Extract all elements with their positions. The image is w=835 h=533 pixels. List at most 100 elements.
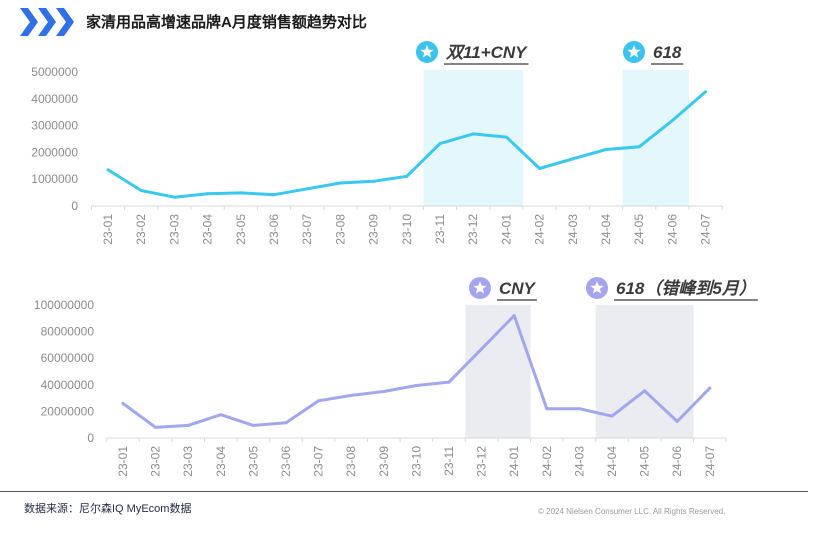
y-tick-label: 0	[87, 431, 94, 445]
data-point	[577, 407, 581, 411]
chevron-arrows-icon	[20, 8, 74, 36]
x-tick-label: 24-03	[566, 214, 580, 245]
x-tick-label: 23-06	[279, 446, 293, 477]
x-tick-label: 24-03	[572, 446, 586, 477]
x-tick-label: 23-03	[181, 446, 195, 477]
x-tick-label: 23-06	[267, 214, 281, 245]
highlight-band-0	[465, 305, 531, 438]
data-point	[284, 421, 288, 425]
x-tick-label: 24-02	[533, 214, 547, 245]
data-point	[121, 401, 125, 405]
chart-top: 5000000 4000000 3000000 2000000 1000000 0 23-0…	[31, 41, 723, 245]
x-tick-label: 24-07	[699, 214, 713, 245]
y-tick-label: 2000000	[31, 145, 78, 159]
y-tick-label: 60000000	[41, 351, 95, 365]
y-tick-label: 40000000	[41, 378, 95, 392]
x-tick-label: 23-04	[214, 446, 228, 477]
star-icon	[627, 45, 641, 58]
data-point	[708, 386, 712, 390]
x-tick-label: 23-12	[475, 446, 489, 477]
data-point	[610, 414, 614, 418]
data-point	[251, 423, 255, 427]
data-point	[186, 423, 190, 427]
x-tick-label: 24-06	[665, 214, 679, 245]
chevron-3	[56, 8, 74, 36]
data-point	[438, 142, 442, 146]
footer-divider	[0, 491, 808, 492]
x-tick-label: 24-02	[540, 446, 554, 477]
x-tick-label: 23-04	[201, 214, 215, 245]
x-tick-label: 24-01	[507, 446, 521, 477]
data-point	[372, 179, 376, 183]
x-tick-label: 23-03	[167, 214, 181, 245]
data-point	[704, 90, 708, 94]
chevron-1	[20, 8, 38, 36]
x-tick-label: 23-12	[466, 214, 480, 245]
x-tick-label: 23-09	[367, 214, 381, 245]
copyright: © 2024 Nielsen Consumer LLC. All Rights …	[538, 507, 726, 516]
data-point	[512, 314, 516, 318]
x-tick-label: 23-02	[149, 446, 163, 477]
data-point	[272, 193, 276, 197]
chevron-2	[38, 8, 56, 36]
data-point	[545, 407, 549, 411]
data-point	[480, 347, 484, 351]
x-tick-label: 23-09	[377, 446, 391, 477]
y-tick-label: 1000000	[31, 172, 78, 186]
data-point	[239, 191, 243, 195]
y-tick-label: 100000000	[34, 298, 94, 312]
data-point	[106, 168, 110, 172]
data-point	[604, 147, 608, 151]
x-tick-label: 23-07	[300, 214, 314, 245]
data-point	[305, 187, 309, 191]
x-tick-label: 23-01	[101, 214, 115, 245]
data-source: 数据来源：尼尔森IQ MyEcom数据	[24, 503, 192, 515]
data-point	[382, 389, 386, 393]
series-line	[106, 90, 708, 199]
data-point	[637, 145, 641, 149]
y-tick-label: 4000000	[31, 92, 78, 106]
x-tick-label: 23-08	[344, 446, 358, 477]
highlight-label: 618	[653, 43, 682, 62]
y-tick-label: 80000000	[41, 325, 95, 339]
x-tick-label: 23-08	[333, 214, 347, 245]
y-tick-label: 5000000	[31, 65, 78, 79]
chart-bottom: 100000000 80000000 60000000 40000000 2000000…	[34, 277, 758, 477]
x-tick-label: 23-11	[442, 446, 456, 476]
data-point	[571, 157, 575, 161]
x-tick-label: 23-11	[433, 214, 447, 244]
data-point	[206, 192, 210, 196]
data-point	[504, 135, 508, 139]
x-tick-label: 24-05	[638, 446, 652, 477]
data-point	[670, 119, 674, 123]
x-tick-label: 24-07	[703, 446, 717, 477]
x-tick-label: 23-05	[246, 446, 260, 477]
data-point	[219, 413, 223, 417]
data-point	[538, 166, 542, 170]
x-tick-label: 23-10	[409, 446, 423, 477]
x-tick-label: 23-01	[116, 446, 130, 477]
data-point	[317, 399, 321, 403]
data-point	[414, 383, 418, 387]
data-point	[139, 188, 143, 192]
data-point	[154, 425, 158, 429]
x-tick-label: 23-10	[400, 214, 414, 245]
highlight-band-1	[622, 70, 689, 206]
data-point	[675, 419, 679, 423]
x-tick-label: 23-07	[312, 446, 326, 477]
highlight-label: 双11+CNY	[445, 43, 528, 62]
star-icon	[473, 281, 487, 294]
page-title: 家清用品高增速品牌A月度销售额趋势对比	[86, 14, 367, 31]
x-tick-label: 24-01	[499, 214, 513, 245]
x-tick-label: 24-06	[670, 446, 684, 477]
y-tick-label: 20000000	[41, 404, 95, 418]
data-point	[405, 174, 409, 178]
data-point	[172, 195, 176, 199]
x-tick-label: 24-04	[605, 446, 619, 477]
data-point	[349, 393, 353, 397]
data-point	[338, 181, 342, 185]
y-tick-label: 3000000	[31, 119, 78, 133]
star-icon	[590, 281, 604, 294]
highlight-label: 618（错峰到5月）	[616, 279, 756, 298]
x-tick-label: 23-02	[134, 214, 148, 245]
